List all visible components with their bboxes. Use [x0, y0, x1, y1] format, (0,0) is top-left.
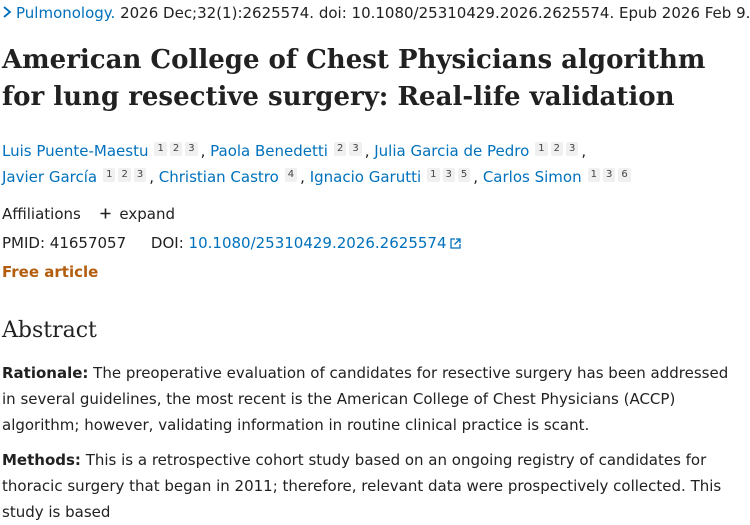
author-item: Julia Garcia de Pedro 1 2 3 — [374, 142, 581, 160]
identifiers-row: PMID: 41657057 DOI: 10.1080/25310429.202… — [2, 234, 461, 252]
external-link-icon[interactable] — [449, 238, 461, 249]
author-item: Javier García 1 2 3 — [2, 168, 149, 186]
methods-label: Methods: — [2, 451, 81, 469]
abstract-methods: Methods: This is a retrospective cohort … — [2, 447, 744, 525]
doi-link[interactable]: 10.1080/25310429.2026.2625574 — [189, 234, 461, 252]
citation-details: 2026 Dec;32(1):2625574. doi: 10.1080/253… — [120, 4, 750, 22]
abstract-rationale: Rationale: The preoperative evaluation o… — [2, 360, 744, 438]
abstract-heading: Abstract — [2, 318, 97, 343]
affiliation-number[interactable]: 3 — [566, 142, 579, 156]
affiliation-number[interactable]: 1 — [587, 168, 600, 182]
author-item: Carlos Simon 1 3 6 — [483, 168, 634, 186]
affiliation-number[interactable]: 3 — [185, 142, 198, 156]
affiliation-number[interactable]: 5 — [457, 168, 471, 182]
chevron-right-icon[interactable] — [2, 4, 16, 22]
methods-text: This is a retrospective cohort study bas… — [2, 451, 722, 521]
author-item: Luis Puente-Maestu 1 2 3 — [2, 142, 201, 160]
affiliation-numbers: 4 — [284, 164, 300, 190]
author-name-link[interactable]: Julia Garcia de Pedro — [374, 142, 530, 160]
author-separator: , — [581, 142, 587, 160]
author-separator: , — [149, 168, 159, 186]
author-name-link[interactable]: Luis Puente-Maestu — [2, 142, 149, 160]
affiliation-number[interactable]: 3 — [442, 168, 455, 182]
affiliation-number[interactable]: 4 — [284, 168, 298, 182]
affiliations-expand-button[interactable]: expand — [86, 205, 175, 223]
author-name-link[interactable]: Javier García — [2, 168, 98, 186]
author-name-link[interactable]: Christian Castro — [158, 168, 279, 186]
affiliation-number[interactable]: 1 — [103, 168, 116, 182]
affiliations-label: Affiliations — [2, 205, 81, 223]
authors-list: Luis Puente-Maestu 1 2 3, Paola Benedetti 2 3… — [2, 138, 742, 190]
doi-label: DOI: — [150, 234, 184, 252]
author-separator: , — [200, 142, 211, 160]
author-name-link[interactable]: Carlos Simon — [482, 168, 582, 186]
author-name-link[interactable]: Ignacio Garutti — [309, 168, 422, 186]
author-item: Christian Castro 4 — [159, 168, 300, 186]
affiliation-number[interactable]: 2 — [118, 168, 131, 182]
free-article-badge: Free article — [2, 263, 99, 281]
citation-line: Pulmonology. 2026 Dec;32(1):2625574. doi… — [2, 4, 750, 22]
affiliation-number[interactable]: 3 — [133, 168, 147, 182]
rationale-text: The preoperative evaluation of candidate… — [2, 364, 729, 434]
expand-label[interactable]: expand — [119, 205, 175, 223]
affiliation-number[interactable]: 2 — [333, 142, 347, 156]
affiliation-number[interactable]: 3 — [349, 142, 362, 156]
affiliation-number[interactable]: 2 — [169, 142, 183, 156]
affiliation-number[interactable]: 1 — [154, 142, 167, 156]
page-title: American College of Chest Physicians alg… — [2, 45, 706, 112]
affiliations-row: Affiliations expand — [2, 205, 175, 223]
affiliation-number[interactable]: 6 — [618, 168, 631, 182]
plus-icon[interactable] — [100, 205, 116, 223]
author-item: Ignacio Garutti 1 3 5 — [310, 168, 474, 186]
affiliation-number[interactable]: 3 — [602, 168, 616, 182]
author-item: Paola Benedetti 2 3 — [210, 142, 365, 160]
affiliation-number[interactable]: 1 — [535, 142, 548, 156]
journal-link[interactable]: Pulmonology. — [16, 4, 116, 22]
author-separator: , — [300, 168, 310, 186]
pmid: PMID: 41657057 — [2, 234, 127, 252]
affiliation-number[interactable]: 2 — [550, 142, 564, 156]
rationale-label: Rationale: — [2, 364, 89, 382]
author-separator: , — [364, 142, 375, 160]
affiliation-number[interactable]: 1 — [427, 168, 440, 182]
author-separator: , — [473, 168, 483, 186]
author-name-link[interactable]: Paola Benedetti — [210, 142, 328, 160]
doi-value[interactable]: 10.1080/25310429.2026.2625574 — [188, 234, 447, 252]
